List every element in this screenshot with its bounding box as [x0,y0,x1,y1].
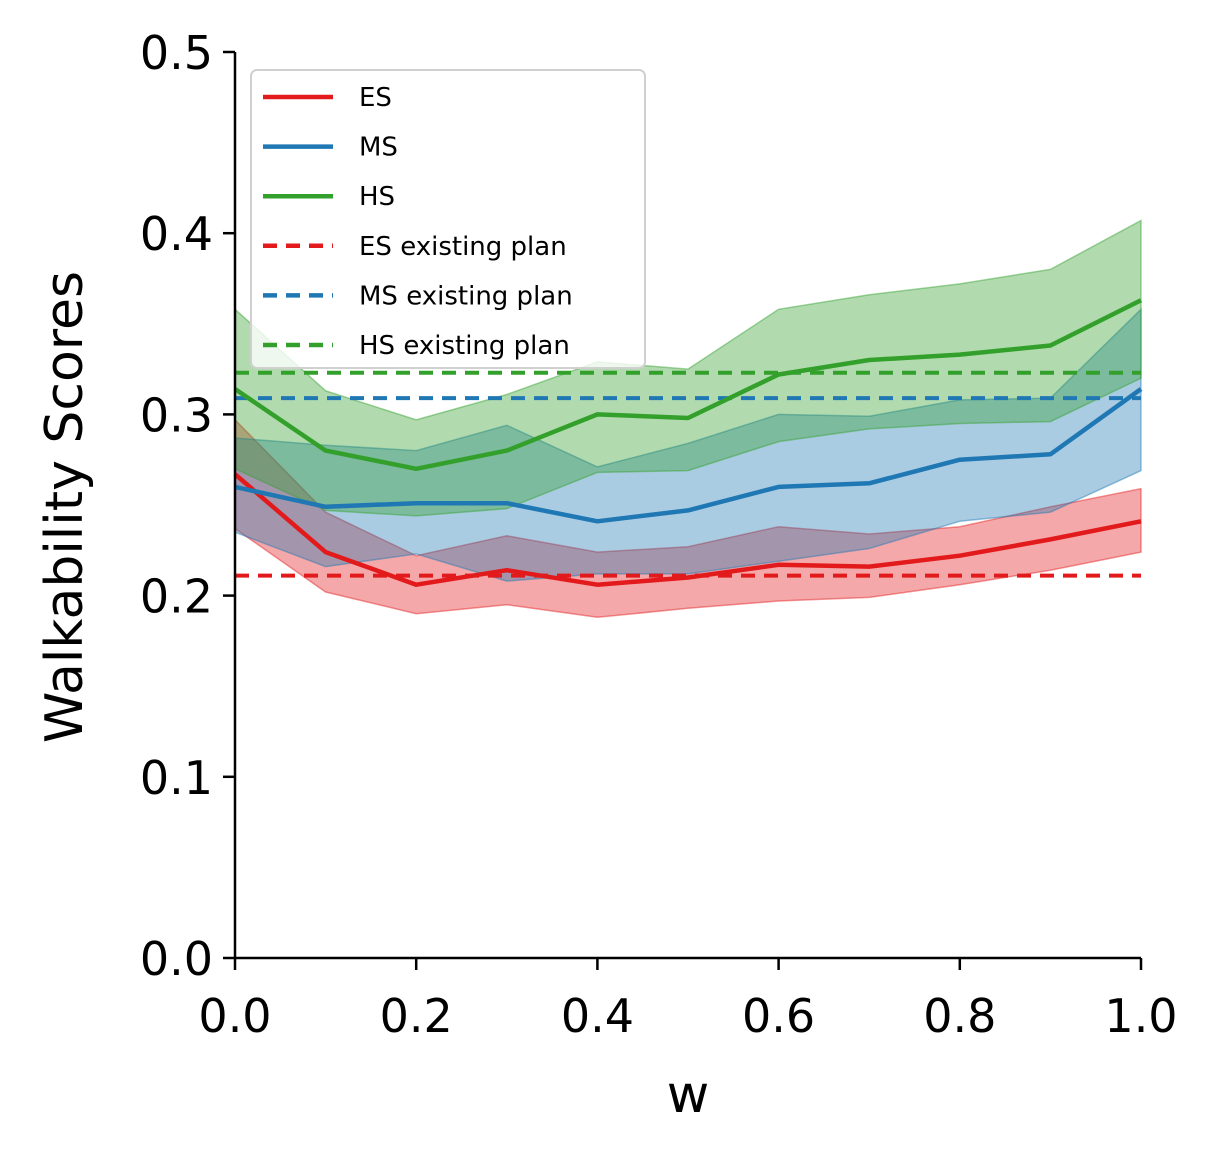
y-tick-label: 0.0 [140,932,213,986]
axes: 0.0 0.2 0.4 0.6 0.8 1.0 0.0 0.1 0.2 0.3 0.4 0.5 [140,26,1178,1043]
es-existing-plan-legend-label: ES existing plan [359,232,567,262]
series-lines [233,298,1143,587]
ms-legend-label: MS [359,133,398,163]
y-tick-label: 0.5 [140,26,213,80]
legend-frame [250,69,646,369]
x-tick-label: 1.0 [1104,989,1177,1043]
ms-existing-plan-legend-label: MS existing plan [359,281,573,311]
x-tick-label: 0.2 [380,989,453,1043]
x-tick-label: 0.4 [561,989,634,1043]
es-legend-label: ES [359,83,392,113]
x-tick-label: 0.6 [742,989,815,1043]
es-line [233,472,1142,587]
y-tick-label: 0.3 [140,388,213,442]
ms-band [234,307,1142,582]
es-band [234,417,1142,619]
y-tick-label: 0.2 [140,570,213,624]
x-tick-label: 0.0 [198,989,271,1043]
ms-line [234,387,1143,524]
x-axis-label: w [667,1065,710,1125]
y-axis-label: Walkability Scores [35,271,95,743]
y-tick-label: 0.1 [140,751,213,805]
legend: ES MS HS ES existing plan MS existing plan HS… [250,69,646,369]
hs-line [233,298,1143,472]
y-tick-label: 0.4 [140,207,213,261]
hs-existing-plan-legend-label: HS existing plan [359,331,570,361]
x-tick-label: 0.8 [923,989,996,1043]
hs-legend-label: HS [359,182,395,212]
